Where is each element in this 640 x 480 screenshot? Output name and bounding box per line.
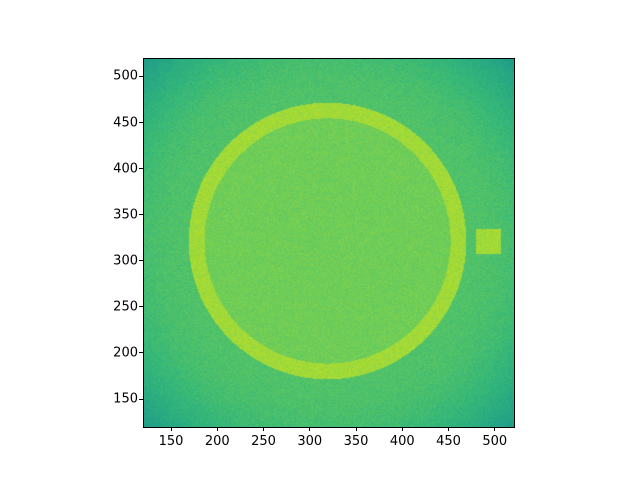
y-tick-label: 300: [113, 253, 138, 268]
y-tick-label: 400: [113, 161, 138, 176]
y-tick-mark: [139, 306, 143, 307]
y-tick-label: 200: [113, 345, 138, 360]
heatmap-image: [143, 58, 514, 427]
y-tick-mark: [139, 260, 143, 261]
x-tick-mark: [217, 427, 218, 431]
x-tick-mark: [263, 427, 264, 431]
x-tick-label: 450: [436, 434, 461, 449]
y-tick-label: 250: [113, 299, 138, 314]
x-tick-label: 150: [159, 434, 184, 449]
x-tick-label: 200: [205, 434, 230, 449]
y-tick-mark: [139, 168, 143, 169]
x-tick-mark: [402, 427, 403, 431]
x-tick-label: 500: [482, 434, 507, 449]
y-tick-label: 350: [113, 207, 138, 222]
y-tick-label: 150: [113, 392, 138, 407]
y-tick-mark: [139, 76, 143, 77]
x-tick-mark: [494, 427, 495, 431]
x-tick-label: 350: [344, 434, 369, 449]
x-tick-mark: [309, 427, 310, 431]
x-tick-mark: [356, 427, 357, 431]
x-tick-mark: [448, 427, 449, 431]
y-tick-mark: [139, 122, 143, 123]
y-tick-mark: [139, 399, 143, 400]
y-tick-mark: [139, 352, 143, 353]
y-tick-label: 450: [113, 115, 138, 130]
y-tick-label: 500: [113, 69, 138, 84]
x-tick-mark: [171, 427, 172, 431]
x-tick-label: 250: [251, 434, 276, 449]
y-tick-mark: [139, 214, 143, 215]
x-tick-label: 400: [390, 434, 415, 449]
x-tick-label: 300: [297, 434, 322, 449]
